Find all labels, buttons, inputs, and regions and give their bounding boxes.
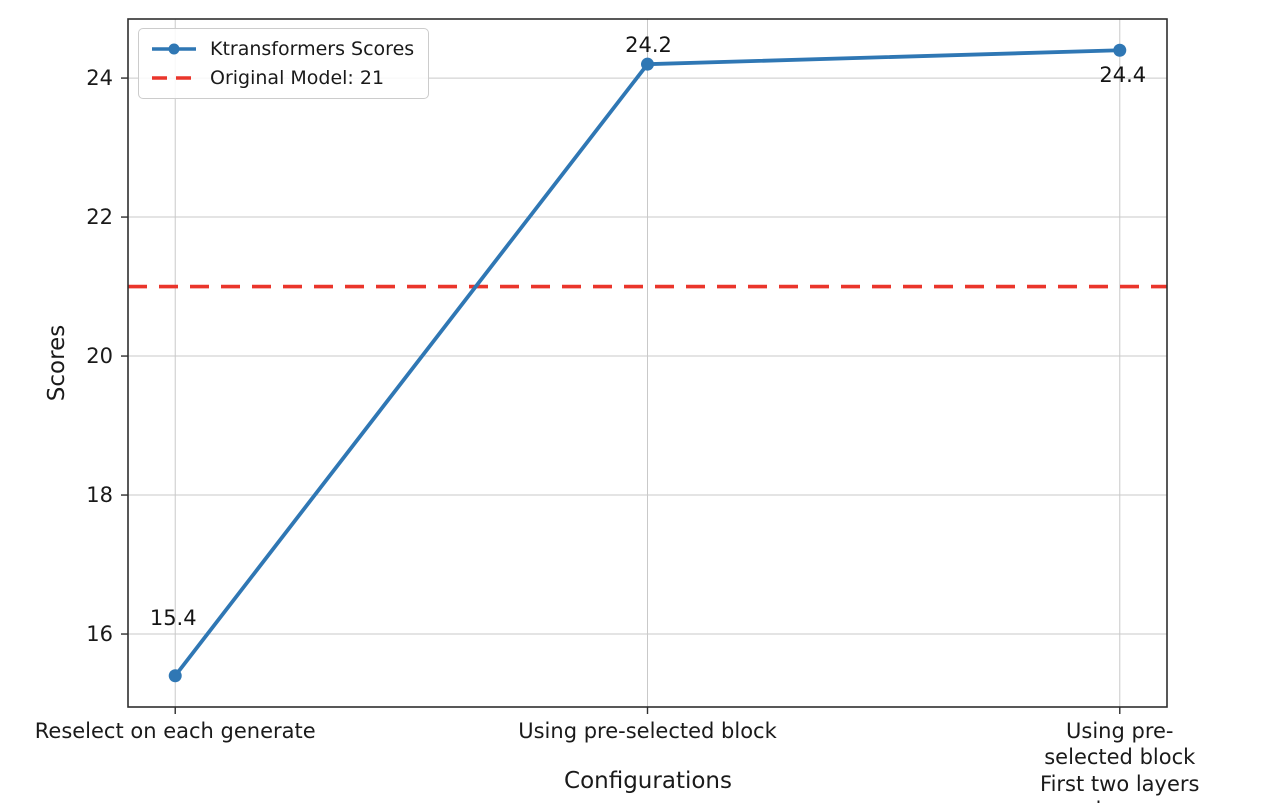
y-tick-label: 20 [86,343,113,368]
legend-label-series: Ktransformers Scores [210,38,415,60]
point-annotation: 24.2 [625,33,672,58]
legend-item-reference: Original Model: 21 [150,67,414,89]
x-axis-title: Configurations [564,768,732,794]
legend: Ktransformers Scores Original Model: 21 [138,28,430,99]
y-tick-label: 18 [86,482,113,507]
y-tick-label: 22 [86,204,113,229]
x-tick-label: Using pre-selected block [518,719,777,743]
legend-label-reference: Original Model: 21 [210,67,385,89]
y-tick-label: 16 [86,621,113,646]
point-annotation: 24.4 [1099,63,1147,88]
x-tick-label: Reselect on each generate [34,719,316,743]
legend-dashed-line-icon [152,76,196,80]
legend-item-series: Ktransformers Scores [150,38,414,60]
x-tick-label: Using pre-selected block First two layer… [1040,719,1200,803]
y-tick-label: 24 [86,65,113,90]
point-annotation: 15.4 [149,605,197,630]
legend-line-marker-icon [152,43,196,55]
